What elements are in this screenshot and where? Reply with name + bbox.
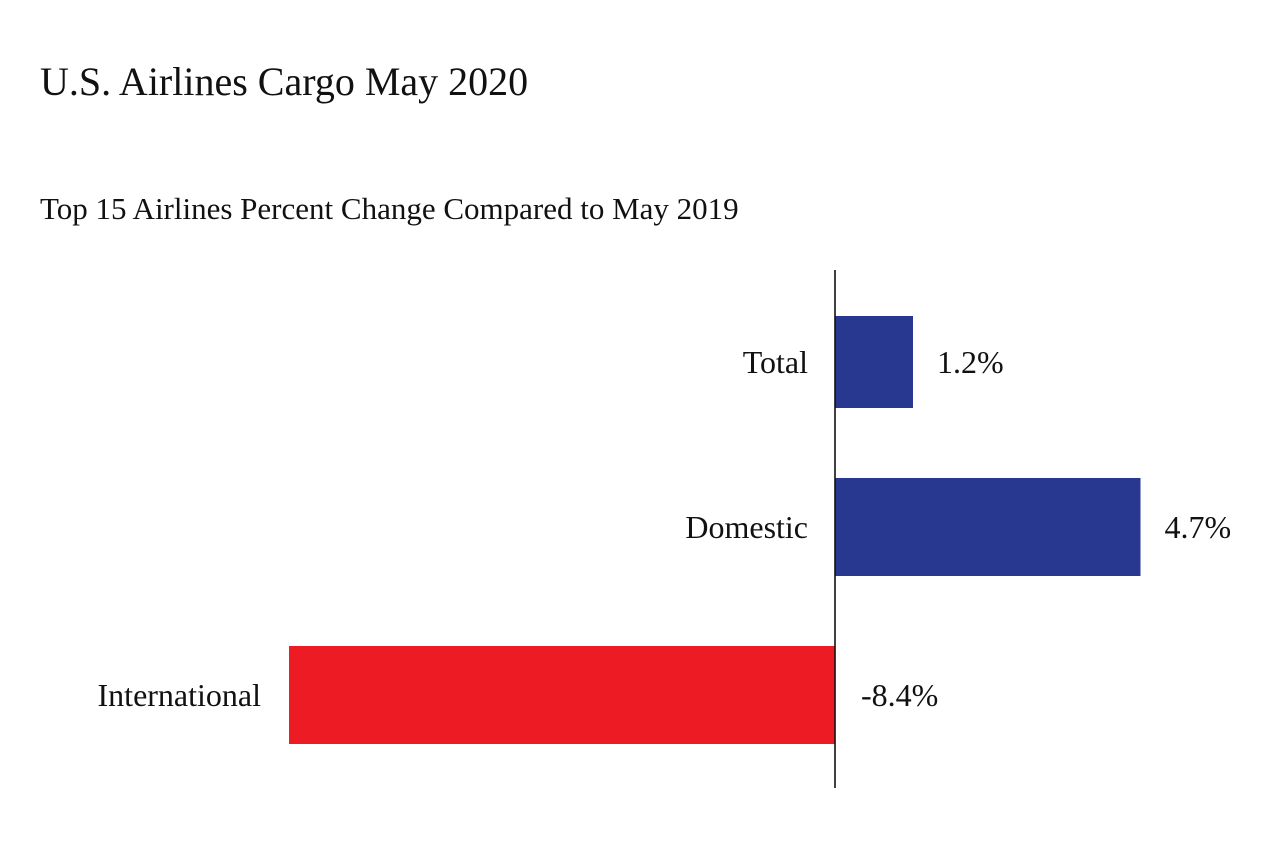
bar-domestic: [835, 478, 1141, 576]
value-label-international: -8.4%: [861, 677, 938, 713]
value-label-domestic: 4.7%: [1165, 509, 1232, 545]
bar-total: [835, 316, 913, 408]
bars-layer: [289, 316, 1141, 744]
chart-subtitle: Top 15 Airlines Percent Change Compared …: [40, 191, 739, 226]
bar-international: [289, 646, 835, 744]
category-label-international: International: [98, 677, 262, 713]
labels-layer: Total 1.2% Domestic 4.7% International -8.4%: [98, 344, 1232, 713]
category-label-domestic: Domestic: [685, 509, 808, 545]
value-label-total: 1.2%: [937, 344, 1004, 380]
chart-title: U.S. Airlines Cargo May 2020: [40, 59, 529, 104]
category-label-total: Total: [743, 344, 808, 380]
